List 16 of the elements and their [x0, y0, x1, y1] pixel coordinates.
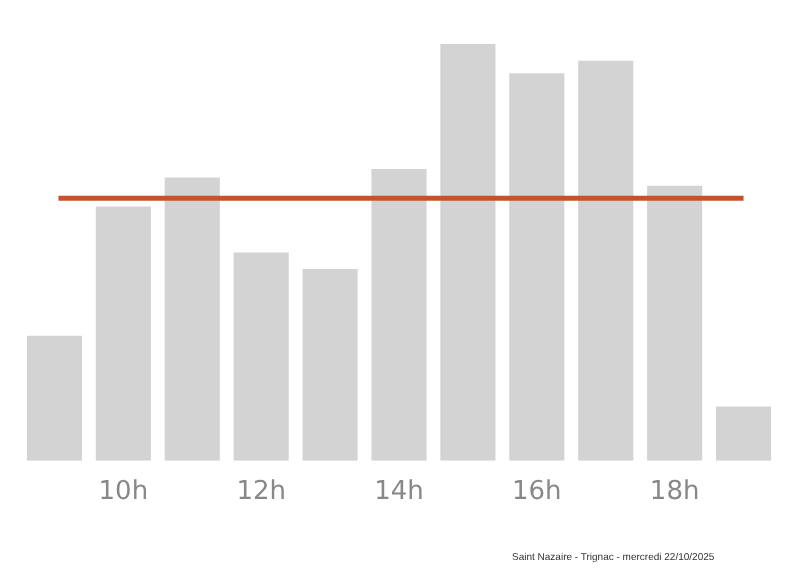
bar [647, 185, 703, 461]
bar [509, 73, 565, 461]
x-tick-label: 12h [236, 477, 286, 508]
bar [233, 252, 289, 461]
bar [302, 269, 358, 461]
x-tick-label: 16h [512, 477, 562, 508]
bar [164, 177, 220, 461]
bar [715, 406, 772, 461]
bar [26, 335, 83, 461]
x-tick-label: 14h [374, 477, 424, 508]
bar [371, 169, 427, 461]
x-tick-label: 18h [649, 477, 700, 508]
bar [95, 206, 151, 461]
bar [440, 44, 496, 461]
bar [578, 60, 634, 461]
x-tick-label: 10h [98, 477, 149, 508]
